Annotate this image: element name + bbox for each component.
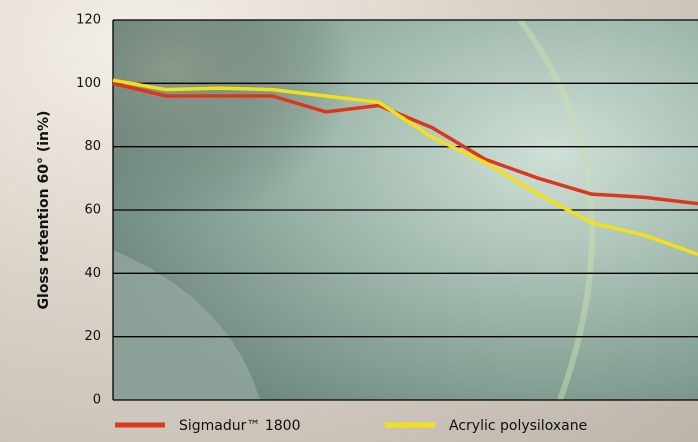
- chart: Gloss retention 60° (in%) 0 20 40 60 80 100 12…: [0, 0, 698, 442]
- y-tick-label: 0: [93, 393, 101, 408]
- y-tick-label: 120: [76, 13, 101, 28]
- y-tick-label: 20: [84, 329, 101, 344]
- y-axis-label: Gloss retention 60° (in%): [36, 111, 52, 310]
- y-tick-label: 60: [84, 203, 101, 218]
- plot-shade: [113, 20, 413, 270]
- legend-label: Acrylic polysiloxane: [449, 418, 587, 434]
- legend-label: Sigmadur™ 1800: [179, 418, 300, 434]
- y-tick-label: 40: [84, 266, 101, 281]
- page: Gloss retention 60° (in%) 0 20 40 60 80 100 12…: [0, 0, 698, 442]
- y-tick-label: 80: [84, 139, 101, 154]
- y-tick-label: 100: [76, 76, 101, 91]
